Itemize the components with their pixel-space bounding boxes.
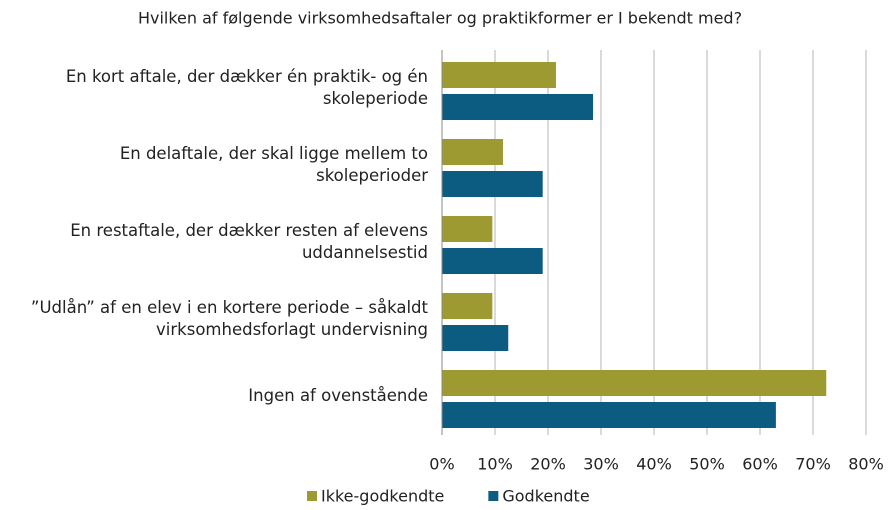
- x-tick-label: 0%: [429, 455, 454, 474]
- bar: [442, 139, 503, 165]
- legend-swatch: [488, 491, 499, 501]
- bar: [442, 171, 543, 197]
- x-tick-label: 80%: [848, 455, 884, 474]
- bar: [442, 94, 594, 120]
- chart-title: Hvilken af følgende virksomhedsaftaler o…: [138, 9, 742, 28]
- bar: [442, 293, 493, 319]
- category-label: En delaftale, der skal ligge mellem to s…: [119, 143, 428, 185]
- category-label: Ingen af ovenstående: [248, 385, 428, 405]
- x-tick-label: 10%: [477, 455, 513, 474]
- bar: [442, 248, 543, 274]
- bar: [442, 402, 776, 428]
- x-tick-label: 60%: [742, 455, 778, 474]
- category-label: En restaftale, der dækker resten af elev…: [70, 220, 428, 262]
- bar: [442, 370, 827, 396]
- bar: [442, 62, 556, 88]
- x-tick-label: 70%: [795, 455, 831, 474]
- x-tick-label: 30%: [583, 455, 619, 474]
- category-label: ”Udlån” af en elev i en kortere periode …: [30, 297, 428, 339]
- x-tick-label: 20%: [530, 455, 566, 474]
- legend-swatch: [307, 491, 317, 501]
- x-tick-label: 50%: [689, 455, 725, 474]
- bar: [442, 216, 493, 242]
- x-tick-label: 40%: [636, 455, 672, 474]
- category-label: En kort aftale, der dækker én praktik- o…: [65, 66, 428, 108]
- legend-label: Ikke-godkendte: [321, 487, 444, 506]
- legend-label: Godkendte: [502, 487, 589, 506]
- bar: [442, 325, 509, 351]
